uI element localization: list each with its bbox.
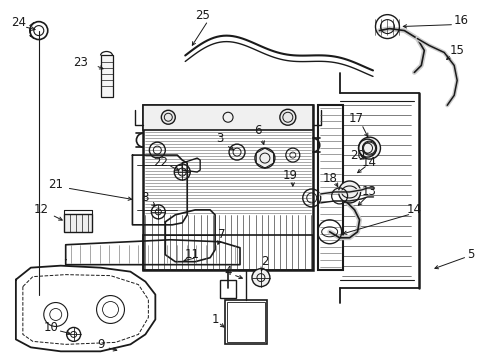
- Text: 1: 1: [211, 313, 219, 326]
- Text: 16: 16: [453, 14, 468, 27]
- Text: 7: 7: [218, 228, 225, 241]
- Text: 22: 22: [153, 156, 167, 168]
- Text: 17: 17: [348, 112, 364, 125]
- Text: 2: 2: [261, 255, 268, 268]
- Circle shape: [161, 110, 175, 124]
- Text: 23: 23: [73, 56, 88, 69]
- Bar: [143, 105, 312, 130]
- Text: 24: 24: [11, 16, 26, 29]
- Text: 19: 19: [282, 168, 297, 181]
- Text: 8: 8: [142, 192, 149, 204]
- Bar: [143, 105, 312, 270]
- Text: 9: 9: [97, 338, 104, 351]
- Text: 5: 5: [467, 248, 474, 261]
- Bar: [63, 214, 91, 232]
- Text: 3: 3: [216, 132, 224, 145]
- Circle shape: [251, 269, 269, 287]
- Text: 11: 11: [184, 248, 199, 261]
- Circle shape: [358, 137, 380, 159]
- Text: 12: 12: [33, 203, 48, 216]
- Circle shape: [338, 181, 360, 203]
- Text: 15: 15: [449, 44, 464, 57]
- Circle shape: [254, 148, 274, 168]
- Text: 25: 25: [194, 9, 209, 22]
- Text: 13: 13: [361, 185, 376, 198]
- Text: 6: 6: [254, 124, 261, 137]
- Text: 20: 20: [349, 149, 364, 162]
- Text: 10: 10: [43, 321, 58, 334]
- Text: 14: 14: [361, 156, 376, 168]
- Bar: [220, 280, 236, 298]
- Bar: [143, 235, 312, 270]
- Text: 4: 4: [224, 265, 231, 278]
- Bar: [317, 105, 342, 270]
- Circle shape: [279, 109, 295, 125]
- Bar: [224, 300, 266, 345]
- Bar: [226, 302, 264, 342]
- Text: 21: 21: [48, 179, 63, 192]
- Text: 14: 14: [406, 203, 421, 216]
- Text: 18: 18: [322, 171, 336, 185]
- Bar: [101, 55, 112, 97]
